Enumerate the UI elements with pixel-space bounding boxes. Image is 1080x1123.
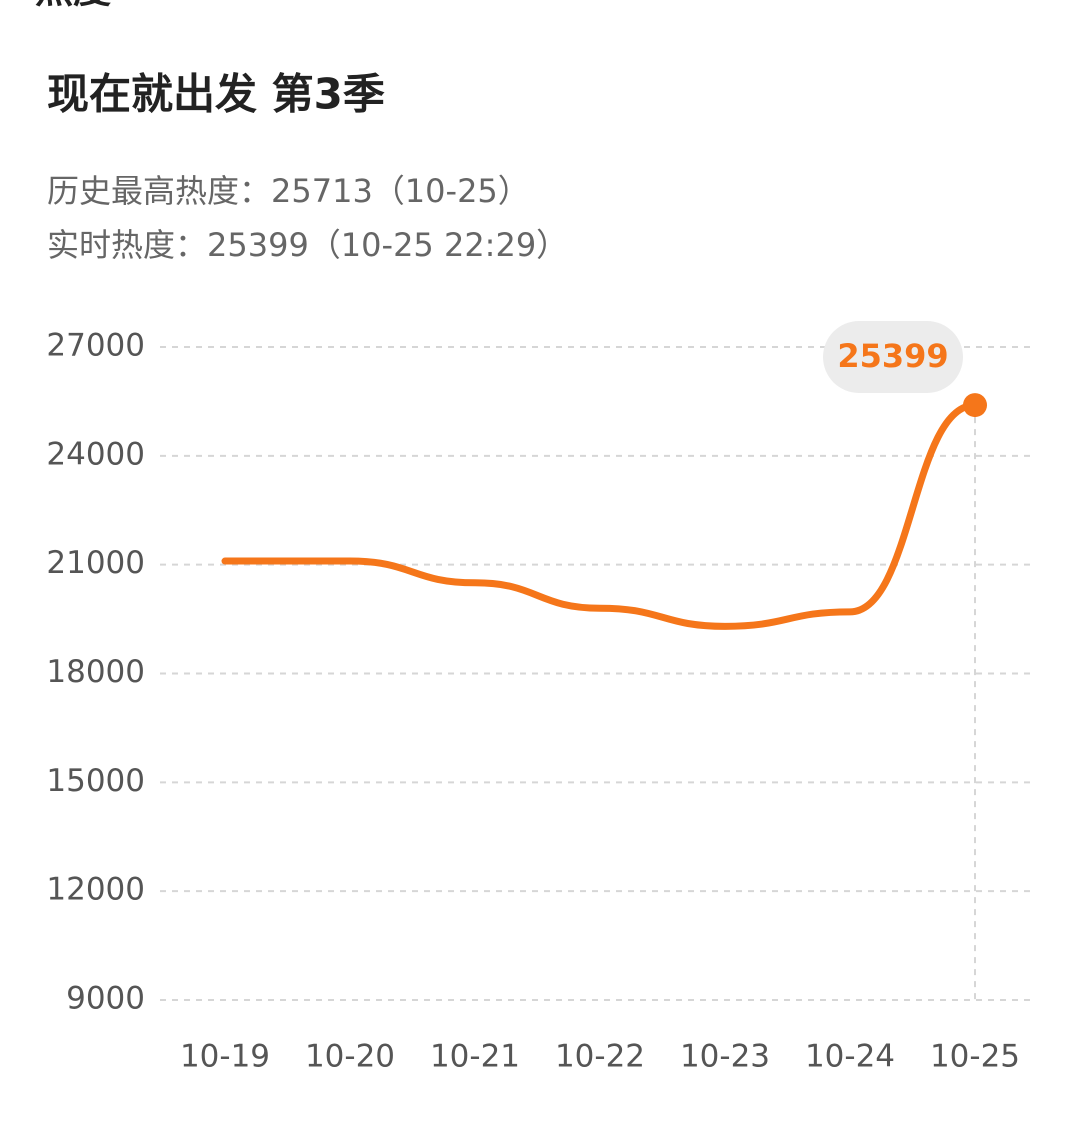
y-tick-label: 12000 [46, 872, 145, 908]
value-label: 25399 [837, 337, 948, 375]
x-tick-label: 10-19 [180, 1039, 270, 1075]
x-tick-label: 10-21 [430, 1039, 520, 1075]
y-tick-label: 9000 [66, 981, 145, 1017]
header: 热度 [35, 0, 111, 12]
y-tick-label: 24000 [46, 436, 145, 472]
y-tick-label: 21000 [46, 545, 145, 581]
chart-title: 现在就出发 第3季 [47, 70, 385, 119]
point [963, 393, 987, 418]
y-tick-label: 15000 [46, 763, 145, 799]
subtitle: 实时热度：25399（10-25 22:29） [47, 226, 568, 264]
x-tick-label: 10-23 [680, 1039, 770, 1075]
x-tick-label: 10-20 [305, 1039, 395, 1075]
subtitle: 历史最高热度：25713（10-25） [47, 172, 530, 210]
line [221, 401, 979, 630]
y-tick-label: 27000 [46, 328, 145, 364]
y-tick-label: 18000 [46, 654, 145, 690]
x-tick-label: 10-22 [555, 1039, 645, 1075]
x-tick-label: 10-25 [930, 1039, 1020, 1075]
x-tick-label: 10-24 [805, 1039, 895, 1075]
value-badge [823, 321, 963, 393]
